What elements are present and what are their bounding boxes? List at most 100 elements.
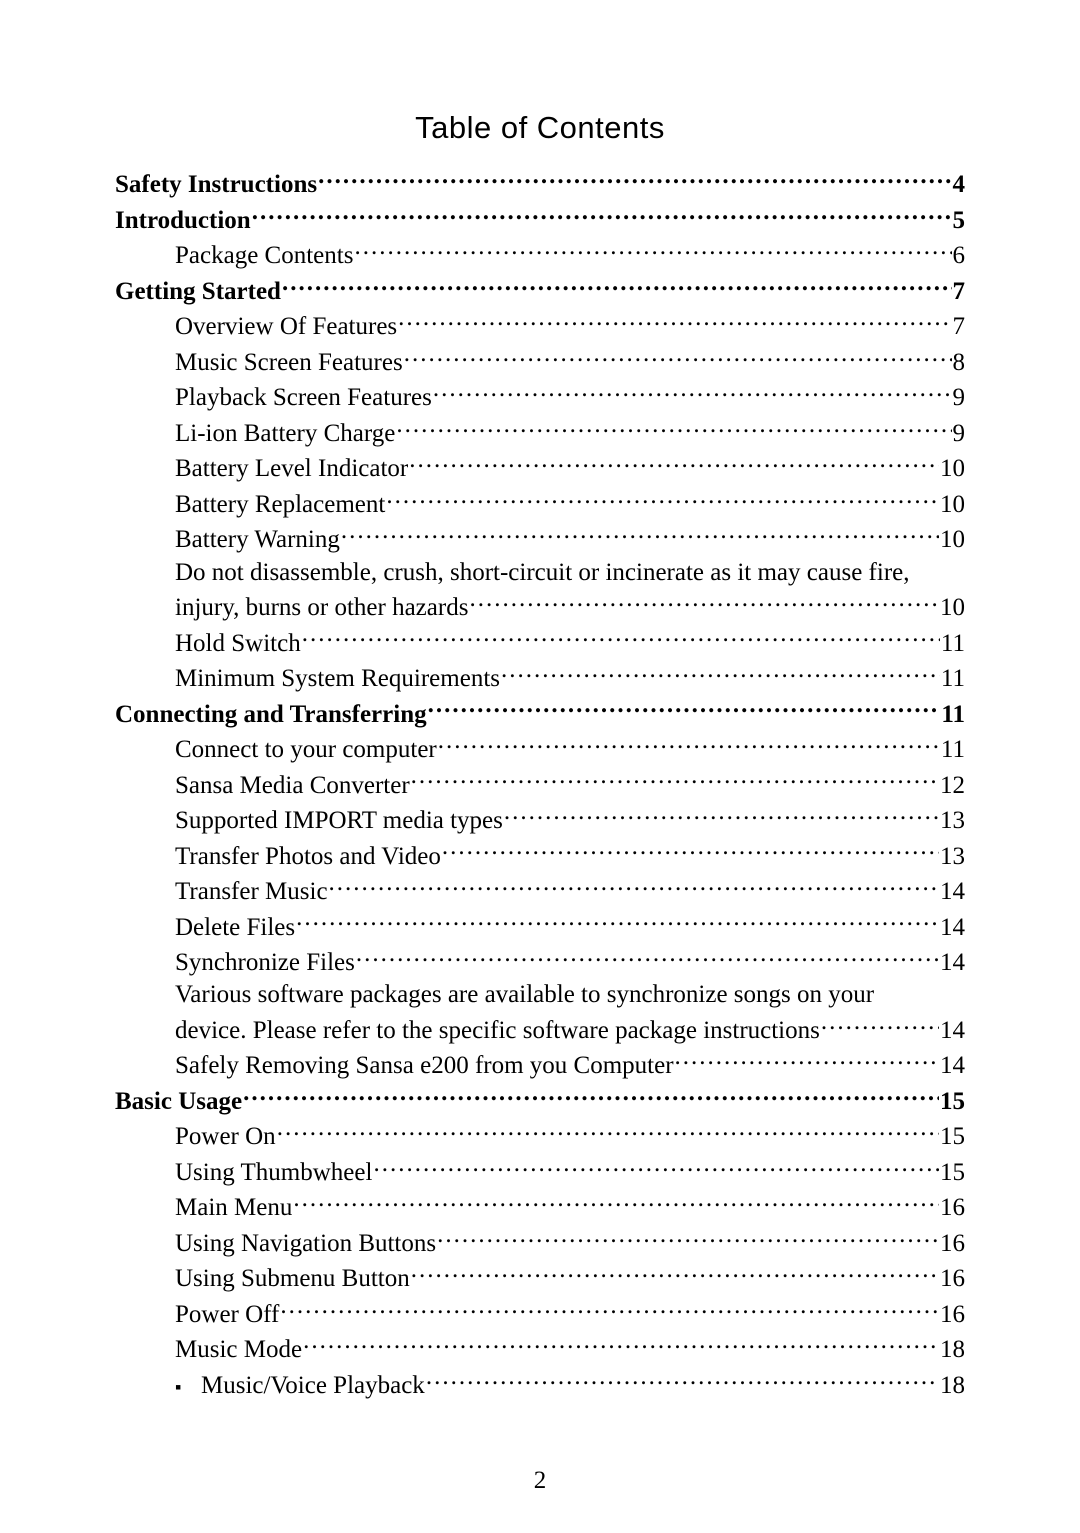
toc-entry: Overview Of Features7 [175,308,965,344]
toc-entry-title: Playback Screen Features [175,382,432,414]
toc-entry-title: Using Submenu Button [175,1263,410,1295]
toc-entry-page: 7 [953,311,966,343]
toc-entry: Main Menu 16 [175,1189,965,1225]
toc-entry-page: 16 [940,1192,965,1224]
toc-entry: Delete Files14 [175,908,965,944]
toc-entry: injury, burns or other hazards10 [175,589,965,625]
toc-leader [396,415,951,441]
toc-entry-page: 15 [940,1157,965,1189]
toc-leader [293,1189,939,1215]
toc-entry-page: 11 [941,699,965,731]
toc-entry-page: 14 [940,1015,965,1047]
toc-entry: Transfer Music 14 [175,873,965,909]
toc-leader [469,589,939,615]
toc-leader [411,1260,939,1286]
toc-entry: Battery Replacement 10 [175,486,965,522]
toc-entry-title: Synchronize Files [175,947,355,979]
toc-entry-title: Power Off [175,1299,279,1331]
toc-leader [386,486,939,512]
toc-leader [398,308,951,334]
toc-entry-title: Safety Instructions [115,169,317,201]
toc-entry-page: 14 [940,947,965,979]
toc-entry: Package Contents6 [175,237,965,273]
toc-entry-title: Music Screen Features [175,347,403,379]
toc-leader [675,1047,939,1073]
toc-entry: Music Mode 18 [175,1331,965,1367]
toc-entry: Hold Switch 11 [175,624,965,660]
toc-entry-page: 18 [940,1370,965,1402]
toc-entry-title: Battery Warning [175,524,340,556]
toc-leader [426,1367,939,1393]
toc-leader [243,1083,939,1109]
toc-entry-title: Transfer Photos and Video [175,841,441,873]
toc-entry: Getting Started7 [115,273,965,309]
toc-entry-title: Connect to your computer [175,734,437,766]
toc-entry-page: 10 [940,489,965,521]
toc-entry-title: Using Thumbwheel [175,1157,372,1189]
toc-entry-page: 16 [940,1263,965,1295]
toc-entry-page: 11 [941,628,965,660]
toc-entry: Playback Screen Features 9 [175,379,965,415]
toc-entry: Basic Usage15 [115,1083,965,1119]
toc-entry: Transfer Photos and Video 13 [175,837,965,873]
toc-entry: Connect to your computer11 [175,731,965,767]
toc-entry-page: 9 [953,382,966,414]
toc-entry-title: Minimum System Requirements [175,663,500,695]
toc-leader [282,273,952,299]
toc-entry: Using Thumbwheel 15 [175,1154,965,1190]
toc-entry-title: Connecting and Transferring [115,699,427,731]
toc-leader [404,344,952,370]
toc-entry-title: Hold Switch [175,628,301,660]
toc-leader [303,1331,939,1357]
toc-entry-title: Li-ion Battery Charge [175,418,395,450]
toc-entry-title: Battery Level Indicator [175,453,408,485]
toc-entry-title: Delete Files [175,912,295,944]
toc-leader [409,450,939,476]
bullet-icon: ▪ [175,1376,201,1399]
toc-leader [277,1118,939,1144]
toc-entry: Battery Level Indicator 10 [175,450,965,486]
toc-entry: ▪Music/Voice Playback 18 [175,1367,965,1403]
toc-leader [501,660,940,686]
toc-leader [438,731,940,757]
toc-entry-page: 18 [940,1334,965,1366]
toc-entry-title: Transfer Music [175,876,328,908]
toc-entry: Using Submenu Button 16 [175,1260,965,1296]
toc-leader [329,873,939,899]
toc-entry: Using Navigation Buttons 16 [175,1225,965,1261]
toc-entry-title: Using Navigation Buttons [175,1228,436,1260]
toc-entry-title: Main Menu [175,1192,292,1224]
toc-entry-page: 4 [953,169,966,201]
toc-entry-title: Music Mode [175,1334,302,1366]
toc-leader [302,624,940,650]
toc-entry-title: Safely Removing Sansa e200 from you Comp… [175,1050,674,1082]
toc-entry-title: Introduction [115,205,251,237]
toc-entry-page: 16 [940,1228,965,1260]
toc-entry-page: 10 [940,453,965,485]
toc-leader [356,944,939,970]
toc-entry: Introduction5 [115,202,965,238]
toc-entry-page: 13 [940,805,965,837]
toc-entry-page: 11 [941,663,965,695]
toc-entry-title: Getting Started [115,276,281,308]
toc-entry: Safety Instructions 4 [115,166,965,202]
toc-leader [296,908,939,934]
toc-entry-page: 10 [940,592,965,624]
toc-leader [437,1225,939,1251]
table-of-contents: Safety Instructions 4Introduction5Package… [115,166,965,1402]
toc-entry-page: 14 [940,1050,965,1082]
toc-entry: Safely Removing Sansa e200 from you Comp… [175,1047,965,1083]
toc-leader [354,237,951,263]
toc-entry: Sansa Media Converter12 [175,766,965,802]
toc-entry: Synchronize Files 14 [175,944,965,980]
page-number: 2 [0,1467,1080,1495]
toc-entry: device. Please refer to the specific sof… [175,1012,965,1048]
toc-entry-page: 13 [940,841,965,873]
toc-entry-title: Power On [175,1121,276,1153]
toc-entry-page: 16 [940,1299,965,1331]
toc-entry-title: Battery Replacement [175,489,385,521]
toc-entry-title: Music/Voice Playback [201,1370,425,1402]
toc-entry-page: 14 [940,876,965,908]
toc-leader [373,1154,939,1180]
toc-leader [442,837,939,863]
